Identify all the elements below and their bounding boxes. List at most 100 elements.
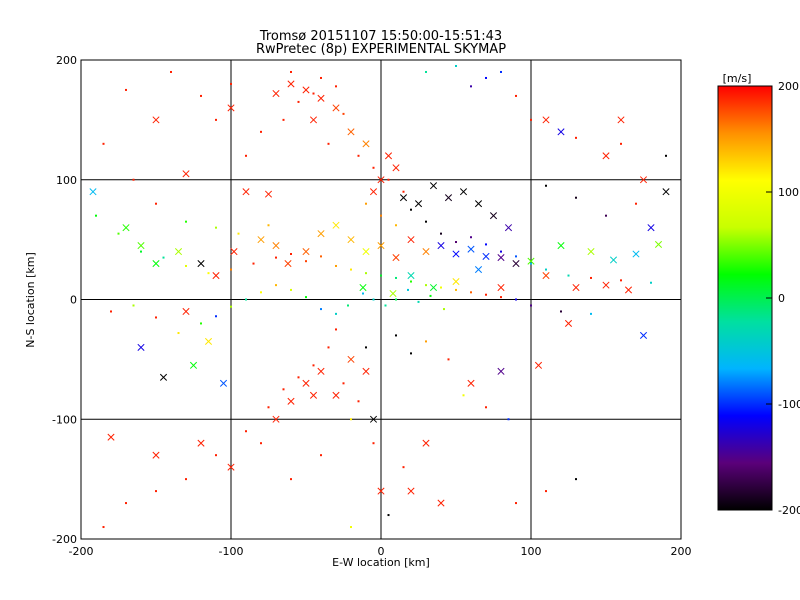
data-point-dot: [245, 298, 247, 301]
data-point-dot: [665, 154, 667, 157]
data-point-dot: [402, 466, 405, 469]
data-point-x: [369, 415, 378, 423]
data-point-x: [399, 194, 408, 202]
data-point-x: [197, 439, 205, 447]
data-point-dot: [237, 232, 240, 235]
data-point-dot: [185, 220, 187, 223]
data-point-dot: [275, 284, 277, 287]
colorbar-tick-labels: 200 100 0 -100 -200: [766, 80, 800, 517]
data-point-dot: [590, 312, 592, 315]
data-point-x: [362, 248, 370, 256]
data-point-x: [242, 188, 250, 196]
data-point-x: [227, 104, 235, 112]
data-point-dot: [230, 305, 232, 308]
data-point-dot: [215, 118, 217, 121]
data-point-x: [272, 415, 280, 423]
data-point-x: [122, 224, 130, 232]
data-point-dot: [365, 346, 367, 349]
data-point-x: [230, 248, 238, 256]
data-point-dot: [507, 418, 510, 421]
data-point-x: [309, 391, 318, 399]
colorbar: [m/s] 200 100 0 -100 -200: [717, 72, 800, 517]
chart-title: Tromsø 20151107 15:50:00-15:51:43: [259, 29, 502, 44]
data-point-x: [602, 281, 610, 289]
data-point-x: [624, 286, 633, 294]
data-point-x: [309, 116, 318, 124]
data-point-x: [407, 487, 415, 495]
data-point-x: [512, 260, 520, 268]
data-point-dot: [410, 352, 412, 355]
data-point-dot: [252, 262, 255, 265]
data-point-dot: [575, 478, 577, 481]
y-tick-label: 100: [56, 174, 77, 187]
colorbar-gradient: [718, 86, 772, 510]
data-point-x: [392, 164, 400, 172]
data-point-dot: [380, 214, 382, 217]
data-point-x: [264, 190, 273, 198]
data-point-dot: [200, 322, 202, 325]
data-point-dot: [380, 274, 382, 277]
x-tick-label: 200: [671, 545, 692, 558]
data-point-x: [227, 463, 235, 471]
data-point-dot: [455, 241, 457, 244]
y-tick-labels: -200 -100 0 100 200: [52, 54, 77, 546]
data-point-dot: [290, 70, 292, 73]
data-point-dot: [425, 284, 427, 287]
data-point-x: [422, 248, 430, 256]
x-tick-labels: -200 -100 0 100 200: [69, 545, 692, 558]
data-point-x: [444, 194, 453, 202]
data-point-x: [497, 283, 505, 292]
data-point-dot: [132, 178, 135, 181]
data-point-x: [197, 260, 205, 268]
data-point-x: [257, 236, 265, 244]
data-point-x: [107, 433, 115, 441]
data-point-dot: [575, 196, 577, 199]
data-point-dot: [425, 220, 427, 223]
data-point-dot: [260, 130, 262, 133]
data-point-x: [219, 379, 228, 387]
data-point-x: [407, 271, 415, 280]
data-point-dot: [567, 274, 570, 277]
data-point-x: [474, 200, 483, 208]
data-point-dot: [320, 76, 322, 79]
grid-lines: [81, 60, 681, 539]
data-point-dot: [155, 202, 157, 205]
data-point-dot: [320, 308, 322, 311]
data-point-x: [317, 230, 325, 238]
data-point-dot: [245, 154, 247, 157]
data-point-dot: [335, 85, 337, 88]
data-point-dot: [185, 264, 187, 267]
data-point-dot: [95, 214, 97, 217]
data-point-dot: [387, 178, 390, 181]
data-point-dot: [305, 260, 307, 263]
data-point-x: [189, 361, 198, 369]
data-point-x: [527, 257, 535, 265]
data-point-x: [332, 104, 340, 112]
data-point-dot: [485, 76, 487, 79]
data-point-dot: [425, 70, 427, 73]
data-point-x: [137, 242, 145, 250]
data-point-dot: [545, 490, 547, 493]
data-point-dot: [185, 478, 187, 481]
data-point-dot: [102, 526, 105, 529]
colorbar-tick-label: -200: [778, 504, 800, 517]
data-point-dot: [545, 184, 547, 187]
data-point-x: [182, 307, 190, 316]
data-point-x: [474, 266, 483, 274]
data-point-dot: [530, 262, 532, 265]
data-point-dot: [515, 298, 517, 301]
data-point-x: [467, 379, 475, 387]
data-point-dot: [365, 272, 367, 275]
data-point-dot: [215, 315, 217, 318]
data-point-dot: [402, 190, 405, 193]
data-point-dot: [620, 142, 622, 145]
data-points: [89, 64, 670, 529]
data-point-dot: [102, 142, 105, 145]
data-point-x: [414, 200, 423, 208]
data-point-x: [542, 116, 550, 124]
data-point-x: [152, 260, 160, 268]
data-point-x: [302, 248, 310, 256]
data-point-x: [347, 236, 355, 244]
data-point-x: [212, 271, 220, 280]
data-point-x: [609, 256, 618, 264]
